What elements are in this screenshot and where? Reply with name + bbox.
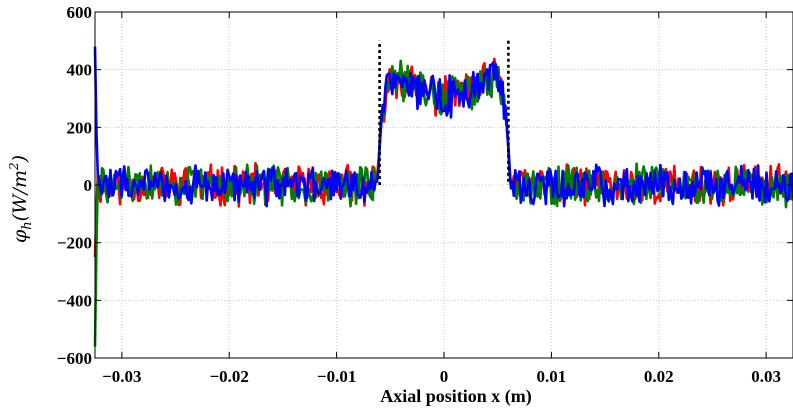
x-tick-label: 0.01 [537,367,567,386]
y-tick-label: 200 [67,118,93,137]
y-tick-label: 0 [84,176,93,195]
y-axis-label: φh(W/m2) [7,155,35,243]
y-tick-label: −600 [57,349,92,368]
x-tick-label: −0.03 [102,367,141,386]
x-tick-label: −0.02 [210,367,249,386]
x-tick-label: −0.01 [317,367,356,386]
y-tick-label: 600 [67,3,93,22]
y-tick-label: −400 [57,291,92,310]
x-axis-label: Axial position x (m) [380,386,532,407]
series-layer [93,46,793,347]
x-tick-label: 0 [440,367,449,386]
y-tick-label: −200 [57,234,92,253]
series-line-2 [93,46,793,208]
reference-layer [378,40,510,185]
x-tick-labels: −0.03 −0.02 −0.01 0 0.01 0.02 0.03 [102,367,781,386]
y-tick-label: 400 [67,61,93,80]
x-tick-label: 0.02 [644,367,674,386]
ticks [95,11,793,359]
y-tick-labels: −600 −400 −200 0 200 400 600 [57,3,92,368]
x-tick-label: 0.03 [751,367,781,386]
